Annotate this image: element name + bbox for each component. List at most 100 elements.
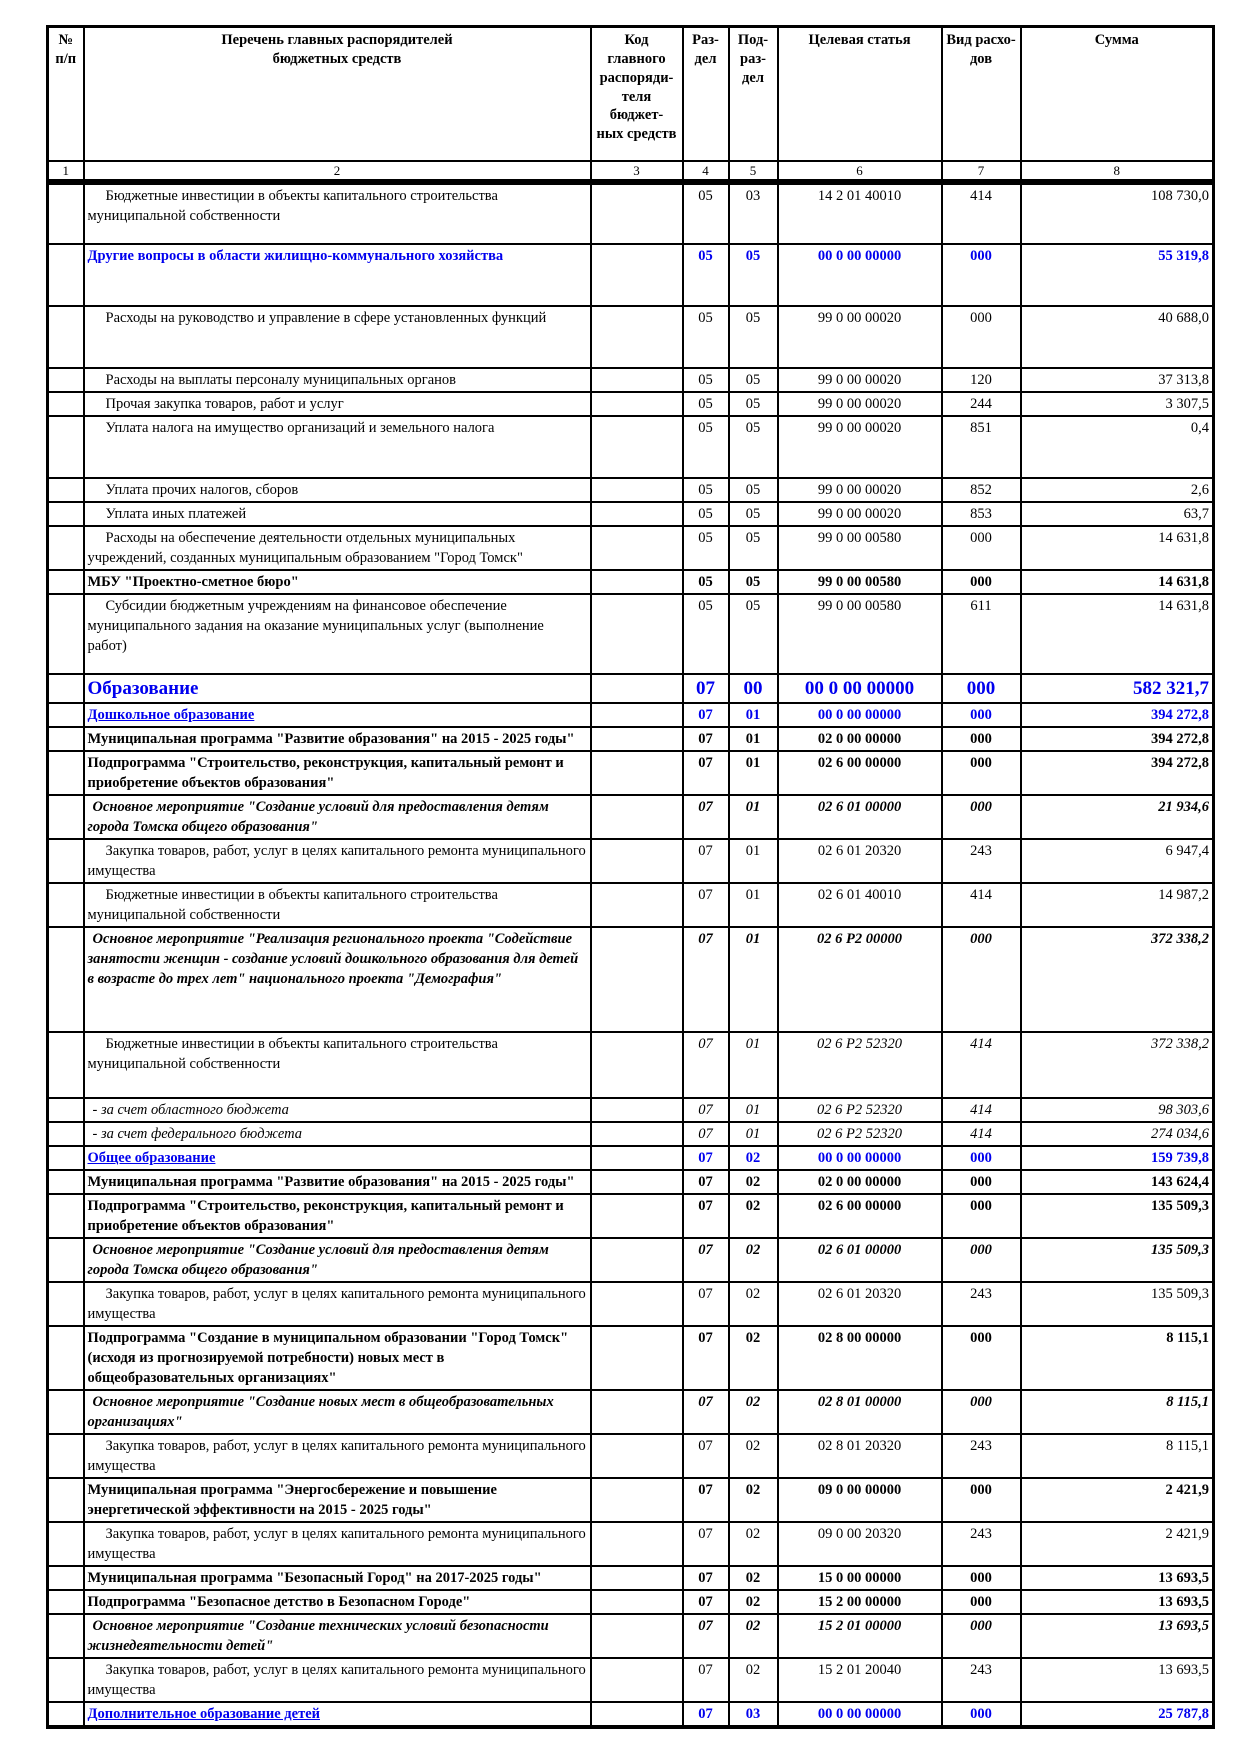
table-row: Подпрограмма "Безопасное детство в Безоп… xyxy=(46,1589,1215,1615)
cell-code xyxy=(589,415,684,479)
cell-name: Подпрограмма "Создание в муниципальном о… xyxy=(82,1325,592,1391)
cell-vid: 000 xyxy=(940,1701,1022,1729)
column-number: 3 xyxy=(589,160,684,185)
cell-podrazdel: 05 xyxy=(727,391,779,417)
cell-num xyxy=(46,415,85,479)
column-number-row: 1 2 3 4 5 6 7 8 xyxy=(46,160,1215,185)
cell-target: 99 0 00 00580 xyxy=(776,569,943,595)
cell-razdel: 05 xyxy=(681,243,730,307)
cell-razdel: 07 xyxy=(681,1477,730,1523)
cell-razdel: 07 xyxy=(681,1031,730,1099)
cell-code xyxy=(589,1389,684,1435)
cell-podrazdel: 02 xyxy=(727,1477,779,1523)
cell-target: 02 6 Р2 52320 xyxy=(776,1097,943,1123)
cell-code xyxy=(589,926,684,1033)
cell-podrazdel: 05 xyxy=(727,593,779,675)
cell-code xyxy=(589,1193,684,1239)
cell-code xyxy=(589,1521,684,1567)
cell-name: Муниципальная программа "Безопасный Горо… xyxy=(82,1565,592,1591)
cell-target: 99 0 00 00020 xyxy=(776,501,943,527)
cell-target: 09 0 00 00000 xyxy=(776,1477,943,1523)
cell-target: 02 0 00 00000 xyxy=(776,726,943,752)
cell-podrazdel: 02 xyxy=(727,1565,779,1591)
cell-code xyxy=(589,1121,684,1147)
header-num: № п/п xyxy=(46,25,85,162)
cell-sum: 98 303,6 xyxy=(1019,1097,1215,1123)
cell-target: 02 6 Р2 52320 xyxy=(776,1121,943,1147)
cell-razdel: 07 xyxy=(681,1237,730,1283)
cell-name: Бюджетные инвестиции в объекты капитальн… xyxy=(82,181,592,245)
cell-razdel: 07 xyxy=(681,1325,730,1391)
cell-name: Бюджетные инвестиции в объекты капитальн… xyxy=(82,882,592,928)
cell-vid: 000 xyxy=(940,569,1022,595)
cell-num xyxy=(46,1193,85,1239)
cell-vid: 000 xyxy=(940,1193,1022,1239)
cell-podrazdel: 02 xyxy=(727,1389,779,1435)
header-razdel: Раз- дел xyxy=(681,25,730,162)
cell-code xyxy=(589,501,684,527)
cell-razdel: 05 xyxy=(681,569,730,595)
cell-razdel: 07 xyxy=(681,1613,730,1659)
cell-razdel: 07 xyxy=(681,1145,730,1171)
cell-podrazdel: 02 xyxy=(727,1521,779,1567)
cell-vid: 243 xyxy=(940,1433,1022,1479)
cell-vid: 000 xyxy=(940,926,1022,1033)
cell-num xyxy=(46,1325,85,1391)
header-podrazdel: Под- раз- дел xyxy=(727,25,779,162)
cell-razdel: 05 xyxy=(681,415,730,479)
cell-podrazdel: 02 xyxy=(727,1281,779,1327)
cell-vid: 000 xyxy=(940,1613,1022,1659)
table-row: Дополнительное образование детей 07 03 00 0… xyxy=(46,1701,1215,1729)
cell-vid: 000 xyxy=(940,750,1022,796)
cell-num xyxy=(46,926,85,1033)
cell-sum: 3 307,5 xyxy=(1019,391,1215,417)
cell-sum: 14 631,8 xyxy=(1019,525,1215,571)
cell-name: Основное мероприятие "Создание новых мес… xyxy=(82,1389,592,1435)
cell-num xyxy=(46,593,85,675)
cell-target: 99 0 00 00580 xyxy=(776,525,943,571)
cell-podrazdel: 01 xyxy=(727,726,779,752)
cell-sum: 14 987,2 xyxy=(1019,882,1215,928)
cell-name: Уплата прочих налогов, сборов xyxy=(82,477,592,503)
cell-num xyxy=(46,1389,85,1435)
cell-sum: 14 631,8 xyxy=(1019,593,1215,675)
cell-name: Подпрограмма "Строительство, реконструкц… xyxy=(82,1193,592,1239)
column-number: 5 xyxy=(727,160,779,185)
cell-num xyxy=(46,1145,85,1171)
cell-sum: 14 631,8 xyxy=(1019,569,1215,595)
cell-num xyxy=(46,1169,85,1195)
cell-sum: 143 624,4 xyxy=(1019,1169,1215,1195)
cell-sum: 40 688,0 xyxy=(1019,305,1215,369)
cell-sum: 8 115,1 xyxy=(1019,1325,1215,1391)
cell-podrazdel: 01 xyxy=(727,1097,779,1123)
cell-sum: 2 421,9 xyxy=(1019,1521,1215,1567)
cell-num xyxy=(46,1237,85,1283)
cell-target: 15 2 01 20040 xyxy=(776,1657,943,1703)
cell-vid: 000 xyxy=(940,1237,1022,1283)
table-row: Расходы на руководство и управление в сф… xyxy=(46,305,1215,369)
cell-sum: 135 509,3 xyxy=(1019,1281,1215,1327)
cell-razdel: 05 xyxy=(681,367,730,393)
cell-num xyxy=(46,1433,85,1479)
cell-podrazdel: 01 xyxy=(727,794,779,840)
cell-target: 99 0 00 00580 xyxy=(776,593,943,675)
cell-target: 02 6 01 00000 xyxy=(776,1237,943,1283)
cell-vid: 414 xyxy=(940,1121,1022,1147)
cell-target: 02 6 00 00000 xyxy=(776,1193,943,1239)
table-row: - за счет федерального бюджета 07 01 02 6 Р… xyxy=(46,1121,1215,1147)
cell-sum: 135 509,3 xyxy=(1019,1193,1215,1239)
table-row: Образование 07 00 00 0 00 00000 000 582 321,7 xyxy=(46,673,1215,704)
cell-vid: 000 xyxy=(940,305,1022,369)
table-row: Субсидии бюджетным учреждениям на финанс… xyxy=(46,593,1215,675)
cell-razdel: 07 xyxy=(681,1121,730,1147)
cell-razdel: 05 xyxy=(681,181,730,245)
cell-code xyxy=(589,750,684,796)
cell-vid: 414 xyxy=(940,181,1022,245)
cell-podrazdel: 01 xyxy=(727,750,779,796)
cell-razdel: 07 xyxy=(681,1521,730,1567)
cell-name: Расходы на обеспечение деятельности отде… xyxy=(82,525,592,571)
cell-razdel: 07 xyxy=(681,1281,730,1327)
cell-podrazdel: 05 xyxy=(727,305,779,369)
cell-vid: 243 xyxy=(940,1657,1022,1703)
cell-razdel: 05 xyxy=(681,477,730,503)
